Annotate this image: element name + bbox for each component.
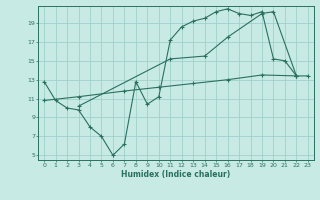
X-axis label: Humidex (Indice chaleur): Humidex (Indice chaleur)	[121, 170, 231, 179]
